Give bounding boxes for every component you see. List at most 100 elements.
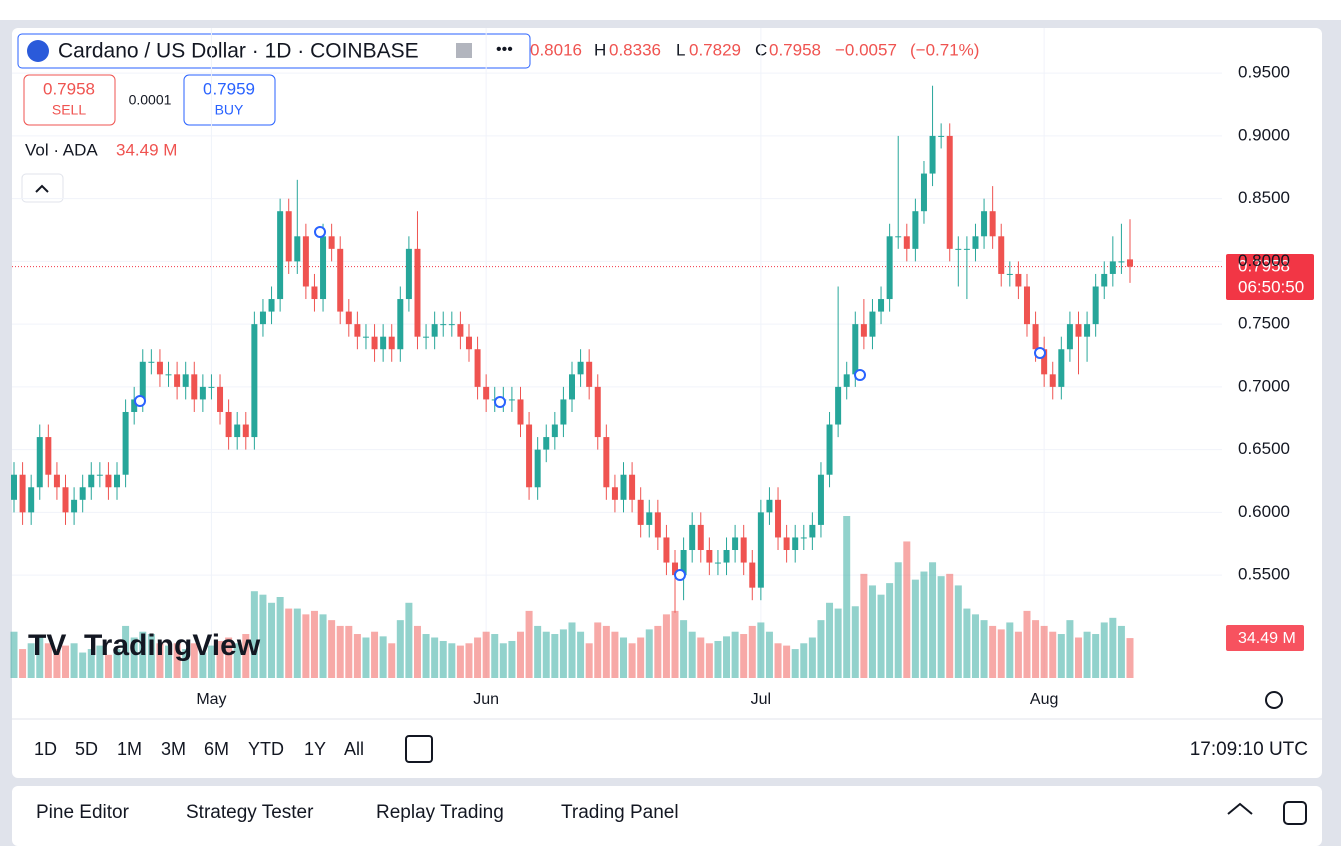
volume-bar — [826, 602, 834, 678]
volume-bar — [525, 610, 533, 678]
candle-body — [431, 324, 438, 337]
button[interactable]: 6M — [204, 739, 230, 759]
volume-bar — [748, 625, 756, 678]
volume-bar — [937, 576, 945, 678]
button[interactable]: Trading Panel — [561, 802, 679, 823]
candle-body — [1015, 273, 1022, 287]
candle-body — [895, 236, 902, 238]
open-value: 0.8016 — [530, 40, 582, 59]
candle-body — [749, 562, 756, 588]
volume-bar — [10, 631, 18, 678]
volume-bar — [396, 620, 404, 678]
volume-bar — [36, 637, 44, 678]
expand-icon[interactable] — [1227, 802, 1253, 815]
volume-bar — [147, 634, 155, 678]
volume-bar — [697, 637, 705, 678]
button[interactable]: Pine Editor — [36, 802, 129, 823]
candle-body — [156, 361, 163, 375]
volume-bar — [688, 631, 696, 678]
more-icon[interactable]: ••• — [496, 41, 513, 58]
volume-bar — [971, 614, 979, 678]
buy-button[interactable] — [183, 74, 276, 126]
volume-bar — [113, 649, 121, 678]
candle-body — [869, 311, 876, 337]
volume-bar — [594, 622, 602, 678]
volume-bar — [568, 622, 576, 678]
candle-body — [105, 474, 112, 488]
volume-bar — [577, 631, 585, 678]
volume-bar — [182, 649, 190, 678]
candle-body — [714, 562, 721, 564]
candle-body — [835, 386, 842, 425]
volume-bar — [345, 625, 353, 678]
candle-body — [577, 361, 584, 375]
candle-body — [1066, 324, 1073, 350]
candle-body — [903, 236, 910, 249]
candle-body — [938, 135, 945, 137]
volume-bar — [929, 562, 937, 678]
volume-bar — [336, 625, 344, 678]
volume-bar — [491, 634, 499, 678]
candle-body — [1127, 259, 1133, 267]
button[interactable]: YTD — [248, 739, 284, 759]
volume-bar — [328, 620, 336, 678]
candle-body — [465, 336, 472, 350]
volume-bar — [293, 608, 301, 678]
candle-body — [757, 512, 764, 588]
volume-bar — [662, 614, 670, 678]
candle-body — [663, 537, 670, 563]
button[interactable]: Replay Trading — [376, 802, 504, 823]
buy-price: 0.7959 — [203, 79, 255, 98]
candle-body — [234, 424, 241, 438]
volume-bar — [877, 594, 885, 678]
date-range-icon[interactable] — [405, 735, 433, 763]
y-tick-label: 0.9000 — [1238, 125, 1290, 144]
volume-bar — [474, 637, 482, 678]
button[interactable]: 1D — [34, 739, 58, 759]
volume-bar — [1023, 610, 1031, 678]
symbol-box[interactable] — [17, 33, 531, 69]
x-tick-label: Aug — [1030, 691, 1058, 708]
collapse-button[interactable] — [21, 173, 64, 203]
candle-body — [809, 524, 816, 538]
volume-bar — [1032, 620, 1040, 678]
volume-bar — [1066, 620, 1074, 678]
close-value: 0.7958 — [769, 40, 821, 59]
settings-icon[interactable] — [1265, 691, 1283, 709]
candle-body — [560, 399, 567, 425]
x-tick-label: May — [196, 691, 226, 708]
button[interactable]: All — [344, 739, 365, 759]
button[interactable]: Strategy Tester — [186, 802, 314, 823]
button[interactable]: 1Y — [304, 739, 327, 759]
candle-body — [929, 135, 936, 174]
volume-bar — [980, 620, 988, 678]
candle-body — [199, 386, 206, 400]
volume-bar — [199, 652, 207, 678]
sell-price: 0.7958 — [43, 79, 95, 98]
candle-body — [1041, 349, 1048, 375]
candle-body — [294, 236, 301, 262]
volume-bar — [242, 634, 250, 678]
candle-body — [998, 236, 1005, 274]
maximize-icon[interactable] — [1283, 801, 1307, 825]
candle-body — [517, 399, 524, 425]
volume-bar — [207, 645, 215, 678]
candle-body — [11, 474, 17, 500]
volume-bar — [559, 629, 567, 678]
candle-body — [79, 487, 86, 500]
button[interactable]: 3M — [161, 739, 187, 759]
candle-body — [354, 324, 361, 337]
button[interactable]: 1M — [117, 739, 143, 759]
volume-legend-value: 34.49 M — [116, 140, 177, 159]
candle-body — [362, 336, 369, 338]
candle-body — [440, 324, 447, 326]
candle-body — [71, 499, 78, 513]
candle-body — [45, 437, 52, 475]
candle-body — [380, 336, 387, 350]
volume-bar — [379, 636, 387, 678]
candle-body — [28, 487, 35, 513]
sell-button[interactable] — [23, 74, 116, 126]
candle-body — [277, 211, 284, 300]
candle-body — [285, 211, 292, 262]
button[interactable]: 5D — [75, 739, 99, 759]
